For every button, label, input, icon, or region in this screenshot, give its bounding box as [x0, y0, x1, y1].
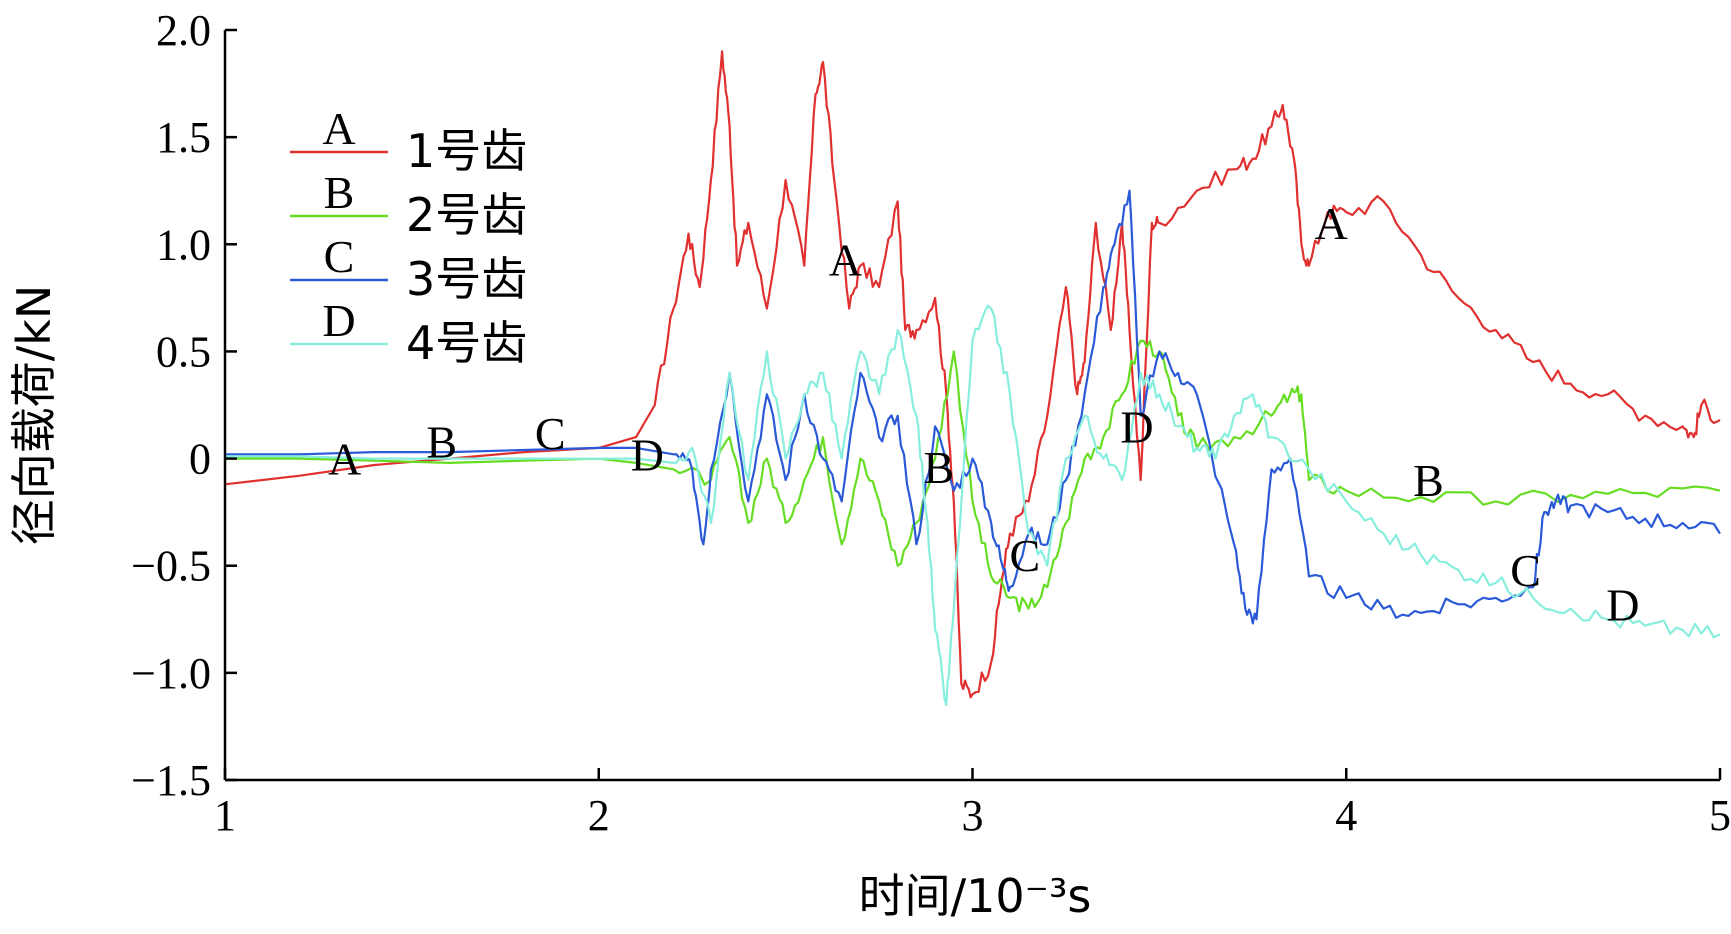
curve-label-b: B — [1413, 455, 1444, 506]
curve-label-a: A — [829, 234, 862, 285]
legend-label: 3号齿 — [406, 252, 527, 306]
y-tick-label: 0 — [189, 435, 211, 484]
y-tick-label: −0.5 — [131, 542, 211, 591]
x-tick-label: 5 — [1709, 791, 1731, 840]
series-line-1 — [224, 50, 1721, 699]
y-axis-title: 径向载荷/kN — [7, 285, 61, 546]
x-tick-label: 4 — [1335, 791, 1357, 840]
legend-label: 2号齿 — [406, 188, 527, 242]
series-line-3 — [225, 189, 1721, 625]
x-tick-label: 1 — [214, 791, 236, 840]
y-tick-label: 0.5 — [156, 327, 211, 376]
series-line-2 — [225, 339, 1721, 613]
x-axis-title: 时间/10⁻³s — [859, 869, 1092, 923]
y-tick-label: −1.5 — [131, 756, 211, 805]
legend: A 1号齿 B 2号齿 C 3号齿 D 4号齿 — [290, 103, 527, 370]
y-tick-label: −1.0 — [131, 649, 211, 698]
curve-label-c: C — [1510, 545, 1541, 596]
legend-letter: A — [322, 103, 355, 154]
legend-letter: C — [324, 231, 355, 282]
curve-label-d: D — [631, 429, 664, 480]
y-tick-label: 1.5 — [156, 113, 211, 162]
curve-label-c: C — [535, 408, 566, 459]
x-tick-label: 3 — [962, 791, 984, 840]
curve-label-a: A — [328, 434, 361, 485]
legend-label: 1号齿 — [406, 124, 527, 178]
legend-letter: B — [324, 167, 355, 218]
curve-label-a: A — [1315, 198, 1348, 249]
y-tick-label: 2.0 — [156, 6, 211, 55]
annotation-layer: A B C D A B C D A B C D — [328, 198, 1639, 630]
curve-label-b: B — [426, 416, 457, 467]
y-tick-label: 1.0 — [156, 220, 211, 269]
series-line-4 — [225, 304, 1721, 707]
x-tick-label: 2 — [588, 791, 610, 840]
curve-label-d: D — [1606, 579, 1639, 630]
legend-letter: D — [322, 295, 355, 346]
axis-layer: 1 2 3 4 5 −1.5 −1.0 −0.5 0 0.5 1.0 1.5 2.0 — [131, 6, 1731, 840]
series-layer — [224, 50, 1721, 707]
curve-label-d: D — [1120, 401, 1153, 452]
legend-label: 4号齿 — [406, 316, 527, 370]
curve-label-c: C — [1009, 530, 1040, 581]
curve-label-b: B — [924, 442, 955, 493]
